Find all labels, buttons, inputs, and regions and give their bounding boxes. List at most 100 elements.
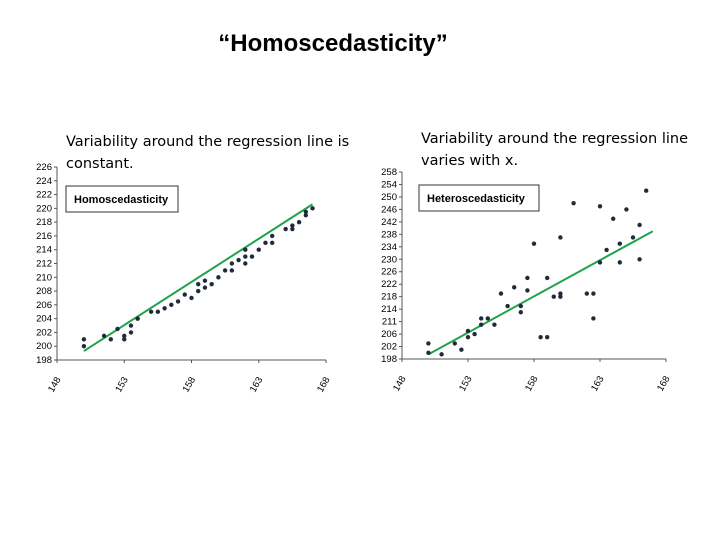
legend-box [418, 184, 540, 212]
data-point [637, 257, 642, 262]
x-tick-label: 148 [391, 374, 408, 393]
x-tick-label: 168 [655, 374, 672, 393]
data-point [551, 294, 556, 299]
y-tick-label: 258 [381, 167, 397, 178]
data-point [148, 309, 154, 314]
data-point [243, 254, 248, 259]
data-point [531, 241, 537, 246]
data-point [189, 295, 194, 301]
data-point [644, 188, 649, 193]
caption-right: Variability around the regression line v… [421, 131, 689, 169]
data-point [624, 207, 629, 212]
data-point [196, 281, 201, 287]
data-point [485, 316, 490, 321]
data-point [303, 209, 309, 215]
x-tick-label: 163 [248, 375, 265, 394]
data-point [538, 334, 543, 340]
y-tick-label: 234 [381, 242, 397, 253]
data-point [270, 240, 275, 246]
y-tick-label: 222 [381, 279, 397, 290]
data-point [637, 222, 642, 228]
data-point [545, 334, 550, 340]
y-tick-label: 202 [36, 327, 52, 338]
data-point [558, 291, 563, 296]
data-point [426, 350, 431, 355]
y-tick-label: 224 [36, 176, 52, 187]
data-point [216, 275, 221, 280]
data-point [249, 254, 255, 259]
data-point [256, 247, 261, 252]
data-point [128, 330, 134, 335]
data-point [525, 275, 530, 281]
data-point [122, 333, 127, 339]
data-point [465, 334, 471, 340]
data-point [591, 316, 596, 321]
data-point [472, 331, 477, 337]
caption-left: Variability around the regression line i… [66, 134, 350, 172]
x-tick-label: 163 [589, 374, 606, 393]
data-point [525, 288, 530, 293]
data-point [591, 291, 596, 296]
page-title: “Homoscedasticity” [218, 30, 448, 57]
data-point [452, 341, 457, 346]
regression-line [83, 203, 314, 352]
data-point [505, 303, 510, 309]
y-tick-label: 202 [381, 342, 397, 353]
data-point [597, 204, 603, 209]
x-tick-label: 158 [181, 375, 198, 394]
y-tick-label: 204 [36, 314, 52, 325]
x-tick-label: 148 [46, 375, 63, 394]
data-point [459, 347, 464, 352]
data-point [630, 235, 636, 240]
data-point [465, 328, 471, 334]
data-point [155, 309, 161, 314]
regression-line [427, 230, 654, 356]
data-point [229, 261, 235, 266]
y-tick-label: 212 [36, 259, 52, 270]
data-point [202, 285, 208, 290]
y-tick-label: 230 [381, 254, 397, 265]
data-point [101, 333, 107, 339]
y-tick-label: 226 [36, 162, 52, 173]
data-point [270, 233, 275, 239]
data-point [243, 261, 248, 266]
data-point [128, 323, 134, 328]
y-tick-label: 208 [36, 286, 52, 297]
y-tick-label: 238 [381, 229, 397, 240]
data-point [498, 291, 504, 296]
x-tick-label: 168 [315, 375, 332, 394]
y-tick-label: 222 [36, 190, 52, 201]
data-point [182, 292, 187, 297]
data-point [479, 316, 484, 321]
data-point [558, 235, 563, 240]
y-tick-label: 216 [36, 231, 52, 242]
data-point [169, 302, 174, 308]
data-point [518, 310, 523, 315]
y-tick-label: 214 [381, 304, 397, 315]
y-tick-label: 218 [36, 217, 52, 228]
y-tick-label: 250 [381, 192, 397, 203]
x-tick-label: 153 [113, 375, 130, 394]
data-point [617, 260, 622, 265]
data-point [426, 341, 431, 346]
data-point [584, 291, 589, 296]
x-tick-label: 153 [457, 374, 474, 393]
data-point [162, 306, 167, 311]
data-point [558, 294, 563, 299]
y-tick-label: 210 [36, 272, 52, 283]
data-point [283, 226, 288, 232]
data-point [492, 322, 497, 327]
data-point [439, 352, 444, 357]
data-point [512, 285, 517, 290]
data-point [545, 275, 550, 281]
y-tick-label: 206 [381, 329, 397, 340]
data-point [617, 241, 622, 246]
y-tick-label: 242 [381, 217, 397, 228]
data-point [108, 337, 114, 342]
y-tick-label: 246 [381, 204, 397, 215]
y-tick-label: 211 [382, 317, 397, 328]
data-point [263, 240, 268, 246]
data-point [202, 278, 208, 283]
y-tick-label: 198 [36, 355, 52, 366]
data-point [303, 213, 309, 218]
